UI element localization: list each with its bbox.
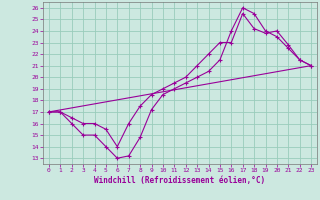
X-axis label: Windchill (Refroidissement éolien,°C): Windchill (Refroidissement éolien,°C)	[94, 176, 266, 185]
